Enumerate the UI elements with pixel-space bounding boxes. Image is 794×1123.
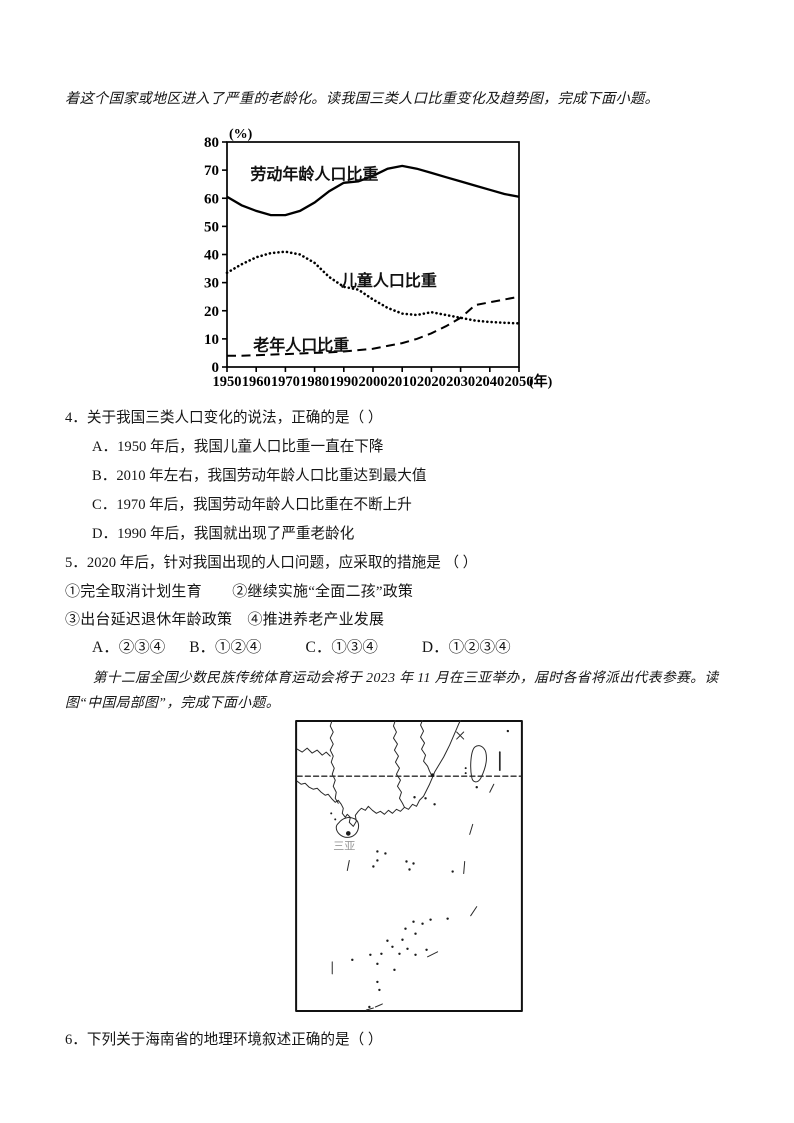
option-a: A．1950 年后，我国儿童人口比重一直在下降 (92, 439, 384, 455)
bottom-reef-dashes (365, 1003, 383, 1011)
sanya-dot (345, 831, 351, 836)
series-label-2: 老年人口比重 (252, 336, 349, 355)
y-tick-label: 80 (204, 135, 219, 151)
y-tick-label: 10 (204, 332, 219, 348)
question-5-options: A．②③④ B．①②④ C．①③④ D．①②③④ (65, 634, 731, 662)
sea-island-dots (330, 729, 510, 1009)
province-border-west (296, 747, 331, 757)
question-5-stem: 5．2020 年后，针对我国出现的人口问题，应采取的措施是 （ ） (65, 555, 478, 571)
x-tick-label: 1960 (242, 374, 271, 390)
x-tick-label: 1980 (300, 374, 329, 390)
question-4: 4．关于我国三类人口变化的说法，正确的是（ ） A．1950 年后，我国儿童人口… (65, 404, 731, 549)
option-d: D．①②③④ (421, 639, 511, 656)
option-d: D．1990 年后，我国就出现了严重老龄化 (92, 526, 355, 542)
question-6-stem: 6．下列关于海南省的地理环境叙述正确的是（ ） (65, 1032, 383, 1048)
series-line-dashed (227, 295, 520, 357)
province-border-jiangxi-fujian (420, 720, 433, 776)
option-b: B．①②④ (189, 639, 262, 656)
option-c: C．1970 年后，我国劳动年龄人口比重在不断上升 (92, 497, 412, 513)
coast-city-x-mark (456, 731, 465, 740)
y-tick-label: 30 (204, 276, 219, 292)
x-tick-label: 1970 (271, 374, 300, 390)
hainan-island (335, 817, 360, 838)
question-4-options: A．1950 年后，我国儿童人口比重一直在下降 B．2010 年左右，我国劳动年… (65, 433, 731, 549)
x-tick-label: 2000 (359, 374, 388, 390)
question-5-items-line2: ③出台延迟退休年龄政策 ④推进养老产业发展 (65, 612, 385, 628)
mainland-coastline (296, 720, 462, 827)
series-label-0: 劳动年龄人口比重 (250, 164, 378, 183)
reef-dashes (331, 783, 495, 975)
x-tick-label: 2040 (475, 374, 504, 390)
pearl-delta-city-dot (430, 773, 435, 777)
series-line-dotted (225, 250, 521, 325)
x-tick-label: 1990 (329, 374, 358, 390)
population-trend-chart: 0 10 20 30 40 50 60 70 80 1950 1960 1970 1980 1990 200… (191, 126, 591, 396)
intro-paragraph: 着这个国家或地区进入了严重的老龄化。读我国三类人口比重变化及趋势图，完成下面小题… (65, 91, 659, 107)
china-region-map-svg: 三亚 (295, 720, 523, 1012)
passage-sports-meeting: 第十二届全国少数民族传统体育运动会将于 2023 年 11 月在三亚举办，届时各… (65, 670, 719, 710)
question-5-items-line1: ①完全取消计划生育 ②继续实施“全面二孩”政策 (65, 584, 414, 600)
x-tick-label: 2050 (505, 374, 534, 390)
question-4-stem: 4．关于我国三类人口变化的说法，正确的是（ ） (65, 410, 383, 426)
y-tick-label: 20 (204, 304, 219, 320)
x-tick-label: 2010 (388, 374, 417, 390)
taiwan-island (470, 745, 487, 783)
china-region-map: 三亚 (295, 720, 523, 1012)
question-5: 5．2020 年后，针对我国出现的人口问题，应采取的措施是 （ ） ①完全取消计… (65, 549, 731, 662)
series-line-solid (226, 164, 520, 217)
option-b: B．2010 年左右，我国劳动年龄人口比重达到最大值 (92, 468, 427, 484)
page-content: 着这个国家或地区进入了严重的老龄化。读我国三类人口比重变化及趋势图，完成下面小题… (65, 88, 731, 1055)
x-tick-label: 1950 (213, 374, 242, 390)
x-tick-label: 2020 (417, 374, 446, 390)
y-tick-label: 60 (204, 191, 219, 207)
province-border-hunan-guangdong (392, 720, 405, 808)
x-axis-unit-label: (年) (529, 373, 553, 390)
y-axis-unit-label: (%) (229, 127, 253, 142)
y-tick-label: 50 (204, 219, 219, 235)
x-tick-label: 2030 (446, 374, 475, 390)
sanya-label: 三亚 (333, 840, 355, 852)
y-tick-label: 0 (212, 360, 220, 376)
option-a: A．②③④ (92, 639, 166, 656)
y-tick-label: 70 (204, 163, 219, 179)
map-border (295, 720, 523, 1012)
y-tick-label: 40 (204, 248, 219, 264)
province-border-guangxi (329, 720, 339, 804)
series-label-1: 儿童人口比重 (340, 271, 437, 290)
option-c: C．①③④ (305, 639, 378, 656)
question-6: 6．下列关于海南省的地理环境叙述正确的是（ ） (65, 1026, 731, 1055)
